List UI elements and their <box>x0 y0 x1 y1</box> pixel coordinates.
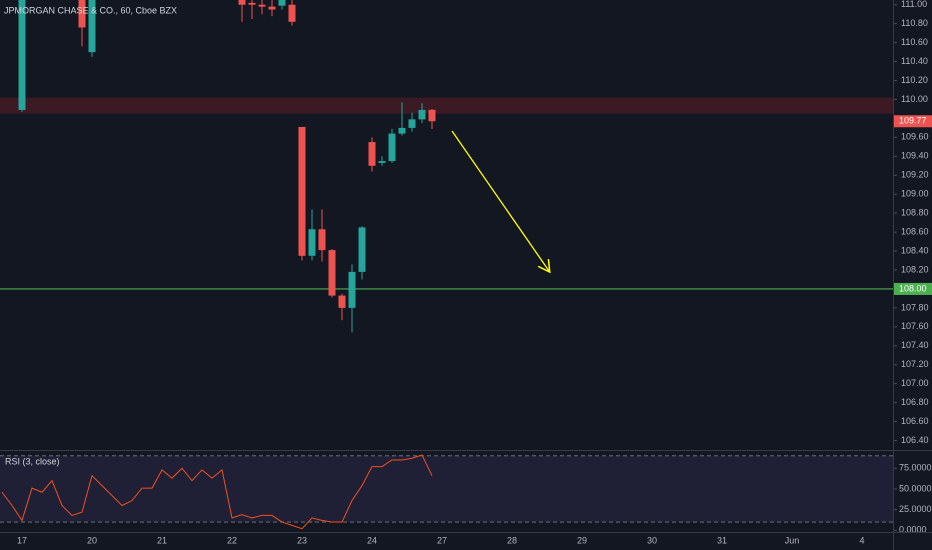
y-tick-label: 106.60 <box>901 416 929 426</box>
chart-title: JPMORGAN CHASE & CO., 60, Cboe BZX <box>4 5 177 15</box>
x-tick-label: 29 <box>577 535 587 545</box>
candle-body <box>88 0 96 53</box>
support-level-box <box>894 282 932 295</box>
y-tick-label: 109.20 <box>901 170 929 180</box>
y-tick-label: 109.60 <box>901 132 929 142</box>
candle-body <box>288 4 296 22</box>
candle-body <box>348 271 356 308</box>
candle-body <box>298 126 306 256</box>
y-tick-label: 106.40 <box>901 435 929 445</box>
candle-body <box>238 0 246 5</box>
candle-body <box>408 119 416 128</box>
y-tick-label: 109.40 <box>901 151 929 161</box>
candle-body <box>398 127 406 134</box>
axes: 111.00 110.80 110.60 110.40 110.20 110.00 109.… <box>17 0 932 545</box>
y-tick-label: 108.80 <box>901 208 929 218</box>
y-tick-label: 110.40 <box>901 56 928 66</box>
y-tick-label: 107.60 <box>901 321 929 331</box>
last-price-box <box>894 115 932 128</box>
candle-body <box>278 0 286 6</box>
candle-body <box>418 109 426 120</box>
resistance-zone <box>0 97 893 114</box>
rsi-pane <box>0 454 893 530</box>
candle-body <box>18 0 26 110</box>
x-tick-label: 31 <box>717 535 727 545</box>
rsi-title: RSI (3, close) <box>5 456 60 466</box>
x-tick-label: 30 <box>647 535 657 545</box>
y-tick-label: 25.0000 <box>899 504 932 514</box>
candle-body <box>338 295 346 308</box>
y-tick-label: 107.40 <box>901 340 929 350</box>
x-tick-label: 23 <box>297 535 307 545</box>
candle-body <box>388 133 396 162</box>
trend-arrow <box>451 130 549 271</box>
candle-body <box>308 229 316 256</box>
x-tick-label: 4 <box>859 535 864 545</box>
x-tick-label: 17 <box>17 535 27 545</box>
y-tick-label: 111.00 <box>901 0 927 9</box>
y-tick-label: 108.20 <box>901 264 929 274</box>
rsi-line <box>1 454 433 530</box>
x-tick-label: 21 <box>157 535 167 545</box>
y-tick-label: 109.00 <box>901 189 929 199</box>
candle-body <box>368 142 376 166</box>
x-tick-label: 22 <box>227 535 237 545</box>
y-tick-label: 110.20 <box>901 75 928 85</box>
y-tick-label: 108.40 <box>901 245 929 255</box>
y-tick-label: 106.80 <box>901 397 929 407</box>
y-tick-label: 50.0000 <box>899 483 932 493</box>
y-tick-label: 108.60 <box>901 226 929 236</box>
candle-body <box>78 0 86 28</box>
price-pane <box>0 0 893 333</box>
rsi-band-fill <box>0 455 893 523</box>
candle-body <box>428 109 436 122</box>
y-tick-label: 107.20 <box>901 359 929 369</box>
candle-body <box>248 2 256 5</box>
candle-body <box>258 4 266 7</box>
y-tick-label: 107.80 <box>901 302 929 312</box>
y-tick-label: 107.00 <box>901 378 929 388</box>
x-tick-label: 28 <box>507 535 517 545</box>
y-tick-label: 75.0000 <box>899 463 932 473</box>
last-price-label: 109.77 <box>899 116 927 126</box>
y-tick-label: 0.0000 <box>899 525 927 535</box>
candle-body <box>268 6 276 10</box>
x-tick-label: 27 <box>437 535 447 545</box>
x-tick-label: 20 <box>87 535 97 545</box>
candle-body <box>358 227 366 272</box>
x-tick-label: 24 <box>367 535 377 545</box>
candle-body <box>318 229 326 251</box>
y-tick-label: 110.00 <box>901 94 928 104</box>
y-tick-label: 110.60 <box>901 37 928 47</box>
candle-body <box>378 161 386 163</box>
x-tick-label: Jun <box>785 535 800 545</box>
y-tick-label: 110.80 <box>901 18 928 28</box>
support-level-label: 108.00 <box>899 283 927 293</box>
candle-body <box>328 250 336 296</box>
